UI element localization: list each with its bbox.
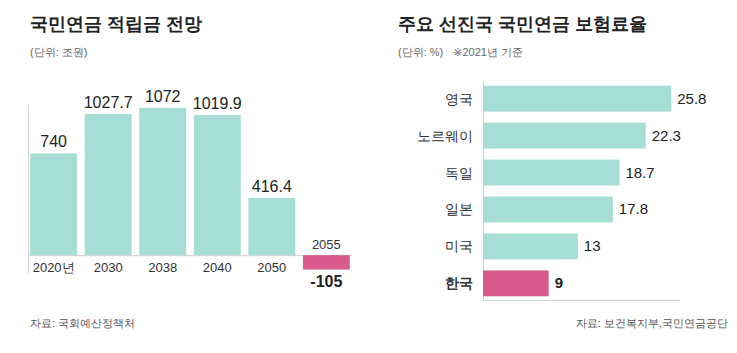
- y-axis: [28, 105, 352, 274]
- data-label: 18.7: [625, 164, 654, 181]
- bar: [483, 160, 619, 186]
- y-tick-label: 한국: [445, 275, 473, 291]
- bar: [483, 123, 646, 149]
- y-tick-label: 미국: [445, 238, 473, 254]
- chart-title: 주요 선진국 국민연금 보험료율: [398, 14, 647, 34]
- bars: [30, 108, 350, 270]
- x-tick-label: 2038: [148, 260, 177, 275]
- bar: [483, 270, 549, 296]
- y-tick-label: 영국: [445, 91, 473, 107]
- x-axis: [484, 82, 681, 301]
- chart-canvas: 국민연금 적립금 전망 (단위: 조원) 자료: 국회예산정책처 740 2020년 10…: [0, 0, 737, 353]
- chart-subtitle: (단위: %): [398, 46, 443, 58]
- data-label: 1019.9: [193, 95, 242, 112]
- y-tick-label: 일본: [445, 201, 473, 217]
- bars: [483, 86, 671, 297]
- y-tick-label: 노르웨이: [417, 128, 473, 144]
- bar: [303, 255, 350, 269]
- chart-source: 자료: 보건복지부,국민연금공단: [576, 317, 728, 329]
- bar: [194, 115, 241, 255]
- data-label: -105: [310, 273, 342, 290]
- data-label: 25.8: [677, 90, 706, 107]
- axis-line: [28, 105, 29, 274]
- x-tick-label: 2040: [203, 260, 232, 275]
- chart-subtitle: (단위: 조원): [30, 46, 87, 58]
- bar: [85, 114, 132, 255]
- chart-panel: 주요 선진국 국민연금 보험료율 (단위: %) ※2021년 기준자료: 보건복지…: [398, 14, 728, 329]
- data-label: 1027.7: [84, 94, 133, 111]
- axis-line: [484, 300, 681, 301]
- x-tick-label: 2030: [94, 260, 123, 275]
- chart-source: 자료: 국회예산정책처: [30, 317, 135, 329]
- bar: [248, 198, 295, 255]
- labels: 740 2020년 1027.7 2030 1072 2038 1019.9 2040 416.…: [33, 88, 343, 290]
- x-tick-label: 2055: [312, 237, 341, 252]
- data-label: 416.4: [252, 178, 292, 195]
- data-label: 1072: [145, 88, 181, 105]
- labels: 25.8 영국 22.3 노르웨이 18.7 독일 17.8 일본 13 미국 9 한국: [417, 90, 706, 292]
- grid-line: [483, 82, 484, 300]
- chart-panel: 국민연금 적립금 전망 (단위: 조원) 자료: 국회예산정책처 740 2020년 10…: [28, 14, 352, 329]
- data-label: 13: [584, 237, 601, 254]
- x-tick-label: 2050: [257, 260, 286, 275]
- y-tick-label: 독일: [445, 165, 473, 181]
- x-tick: [483, 82, 484, 300]
- chart-title: 국민연금 적립금 전망: [30, 14, 202, 34]
- x-tick-label: 2020년: [33, 260, 75, 275]
- bar: [139, 108, 186, 255]
- data-label: 740: [40, 133, 67, 150]
- data-label: 22.3: [652, 127, 681, 144]
- data-label: 9: [555, 274, 563, 291]
- data-label: 17.8: [619, 200, 648, 217]
- bar: [483, 233, 578, 259]
- bar: [30, 153, 77, 255]
- bar: [483, 197, 613, 223]
- bar: [483, 86, 671, 112]
- chart-note: ※2021년 기준: [453, 46, 523, 58]
